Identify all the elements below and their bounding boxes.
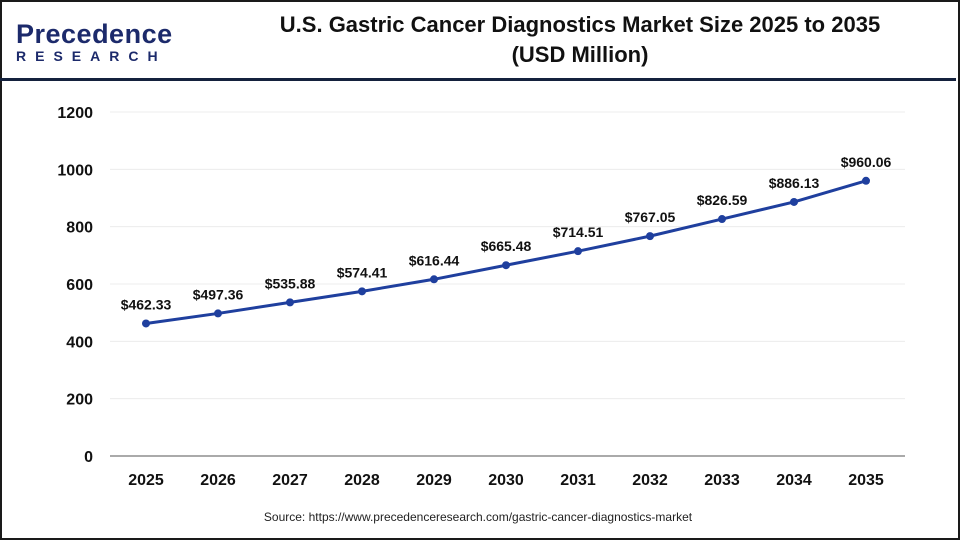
data-label: $665.48 <box>481 238 532 254</box>
x-tick-label: 2034 <box>776 472 812 489</box>
data-label: $826.59 <box>697 192 748 208</box>
y-tick-label: 400 <box>66 334 93 351</box>
header: Precedence RESEARCH U.S. Gastric Cancer … <box>0 0 956 81</box>
data-label: $767.05 <box>625 209 676 225</box>
x-tick-label: 2028 <box>344 472 380 489</box>
logo-sub-text: RESEARCH <box>16 48 167 64</box>
source-text: Source: https://www.precedenceresearch.c… <box>263 510 693 524</box>
data-point <box>862 176 870 185</box>
data-point <box>358 287 366 296</box>
logo-main-text: Precedence <box>16 19 173 49</box>
data-label: $960.06 <box>841 154 892 170</box>
data-label: $497.36 <box>193 286 244 302</box>
x-tick-label: 2031 <box>560 472 596 489</box>
x-tick-label: 2025 <box>128 472 164 489</box>
title-line-1: U.S. Gastric Cancer Diagnostics Market S… <box>279 12 881 37</box>
x-tick-label: 2029 <box>416 472 452 489</box>
x-tick-label: 2027 <box>272 472 308 489</box>
data-point <box>502 261 510 270</box>
data-label: $462.33 <box>121 296 172 312</box>
data-point <box>286 298 294 307</box>
data-point <box>214 309 222 318</box>
y-tick-label: 200 <box>66 392 93 409</box>
y-tick-label: 600 <box>66 277 93 294</box>
x-tick-label: 2030 <box>488 472 524 489</box>
data-point <box>790 197 798 206</box>
data-label: $886.13 <box>769 175 820 191</box>
title-line-2: (USD Million) <box>511 42 649 67</box>
y-tick-label: 1000 <box>57 162 93 179</box>
data-point <box>574 247 582 256</box>
y-tick-label: 800 <box>66 220 93 237</box>
x-tick-label: 2033 <box>704 472 740 489</box>
chart-title: U.S. Gastric Cancer Diagnostics Market S… <box>220 10 940 70</box>
x-tick-label: 2032 <box>632 472 668 489</box>
data-point <box>430 275 438 284</box>
data-point <box>646 232 654 241</box>
y-tick-label: 1200 <box>57 105 93 122</box>
data-label: $574.41 <box>337 264 388 280</box>
y-tick-label: 0 <box>84 449 93 466</box>
data-point <box>718 215 726 224</box>
data-label: $535.88 <box>265 275 316 291</box>
x-tick-label: 2035 <box>848 472 884 489</box>
data-label: $714.51 <box>553 224 604 240</box>
logo: Precedence RESEARCH <box>16 20 173 64</box>
x-tick-label: 2026 <box>200 472 236 489</box>
data-label: $616.44 <box>409 252 460 268</box>
data-point <box>142 319 150 328</box>
